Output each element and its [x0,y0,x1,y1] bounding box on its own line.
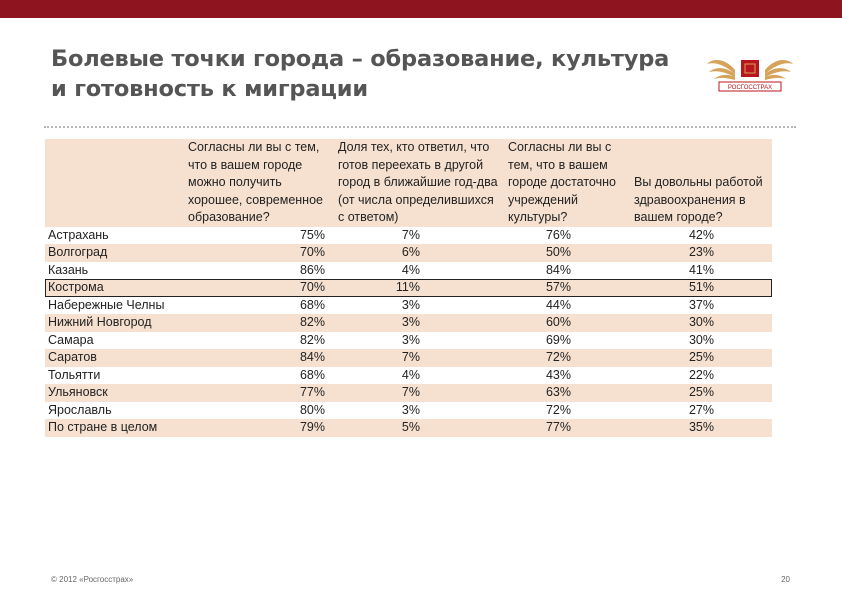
city-cell: Самара [45,331,185,349]
table-row: Набережные Челны 68% 3% 44% 37% [45,296,772,314]
value-cell: 11% [335,279,505,297]
header-city [45,139,185,227]
city-cell: Набережные Челны [45,296,185,314]
city-cell: Волгоград [45,244,185,262]
top-accent-bar [0,0,842,18]
value-cell: 76% [505,226,631,244]
table-row: Ульяновск 77% 7% 63% 25% [45,384,772,402]
header-migration: Доля тех, кто ответил, что готов перееха… [335,139,505,227]
table-row: Ярославль 80% 3% 72% 27% [45,401,772,419]
value-cell: 25% [631,349,772,367]
value-cell: 4% [335,261,505,279]
value-cell: 50% [505,244,631,262]
title-line-2: и готовность к миграции [51,76,368,102]
value-cell: 77% [185,384,335,402]
value-cell: 70% [185,279,335,297]
value-cell: 7% [335,349,505,367]
logo-text: РОСГОССТРАХ [728,85,772,91]
value-cell: 80% [185,401,335,419]
value-cell: 25% [631,384,772,402]
value-cell: 68% [185,366,335,384]
city-cell: Казань [45,261,185,279]
value-cell: 75% [185,226,335,244]
city-cell: Тольятти [45,366,185,384]
value-cell: 79% [185,419,335,437]
table-header-row: Согласны ли вы с тем, что в вашем городе… [45,139,772,227]
value-cell: 5% [335,419,505,437]
title-line-1: Болевые точки города – образование, куль… [51,46,670,72]
value-cell: 72% [505,401,631,419]
value-cell: 27% [631,401,772,419]
table-row: Казань 86% 4% 84% 41% [45,261,772,279]
value-cell: 3% [335,401,505,419]
value-cell: 23% [631,244,772,262]
value-cell: 30% [631,331,772,349]
value-cell: 84% [505,261,631,279]
rosgosstrakh-logo: РОСГОССТРАХ [707,60,793,92]
value-cell: 82% [185,314,335,332]
value-cell: 72% [505,349,631,367]
value-cell: 4% [335,366,505,384]
value-cell: 30% [631,314,772,332]
value-cell: 70% [185,244,335,262]
header-culture: Согласны ли вы с тем, что в вашем городе… [505,139,631,227]
value-cell: 7% [335,384,505,402]
city-cell: Кострома [45,279,185,297]
value-cell: 82% [185,331,335,349]
value-cell: 43% [505,366,631,384]
table-row-total: По стране в целом 79% 5% 77% 35% [45,419,772,437]
slide-title: Болевые точки города – образование, куль… [51,44,711,104]
table-row: Самара 82% 3% 69% 30% [45,331,772,349]
logo-shield-icon [741,60,759,77]
value-cell: 42% [631,226,772,244]
value-cell: 68% [185,296,335,314]
value-cell: 22% [631,366,772,384]
logo-wings-icon [707,60,793,80]
title-divider [44,126,796,128]
city-cell: Ульяновск [45,384,185,402]
value-cell: 3% [335,314,505,332]
table-row: Астрахань 75% 7% 76% 42% [45,226,772,244]
header-education: Согласны ли вы с тем, что в вашем городе… [185,139,335,227]
value-cell: 84% [185,349,335,367]
value-cell: 77% [505,419,631,437]
copyright-footer: © 2012 «Росгосстрах» [51,575,134,584]
value-cell: 35% [631,419,772,437]
value-cell: 60% [505,314,631,332]
survey-table: Согласны ли вы с тем, что в вашем городе… [45,139,772,437]
value-cell: 37% [631,296,772,314]
value-cell: 7% [335,226,505,244]
header-healthcare: Вы довольны работой здравоохранения в ва… [631,139,772,227]
value-cell: 69% [505,331,631,349]
value-cell: 44% [505,296,631,314]
page-number: 20 [781,575,790,584]
value-cell: 57% [505,279,631,297]
city-cell: Саратов [45,349,185,367]
city-cell: Нижний Новгород [45,314,185,332]
table-row: Нижний Новгород 82% 3% 60% 30% [45,314,772,332]
city-cell: Астрахань [45,226,185,244]
table-row: Саратов 84% 7% 72% 25% [45,349,772,367]
table-row-highlighted: Кострома 70% 11% 57% 51% [45,279,772,297]
value-cell: 86% [185,261,335,279]
city-cell: Ярославль [45,401,185,419]
value-cell: 6% [335,244,505,262]
table-row: Волгоград 70% 6% 50% 23% [45,244,772,262]
value-cell: 3% [335,331,505,349]
value-cell: 63% [505,384,631,402]
value-cell: 51% [631,279,772,297]
city-cell: По стране в целом [45,419,185,437]
value-cell: 3% [335,296,505,314]
table-row: Тольятти 68% 4% 43% 22% [45,366,772,384]
value-cell: 41% [631,261,772,279]
